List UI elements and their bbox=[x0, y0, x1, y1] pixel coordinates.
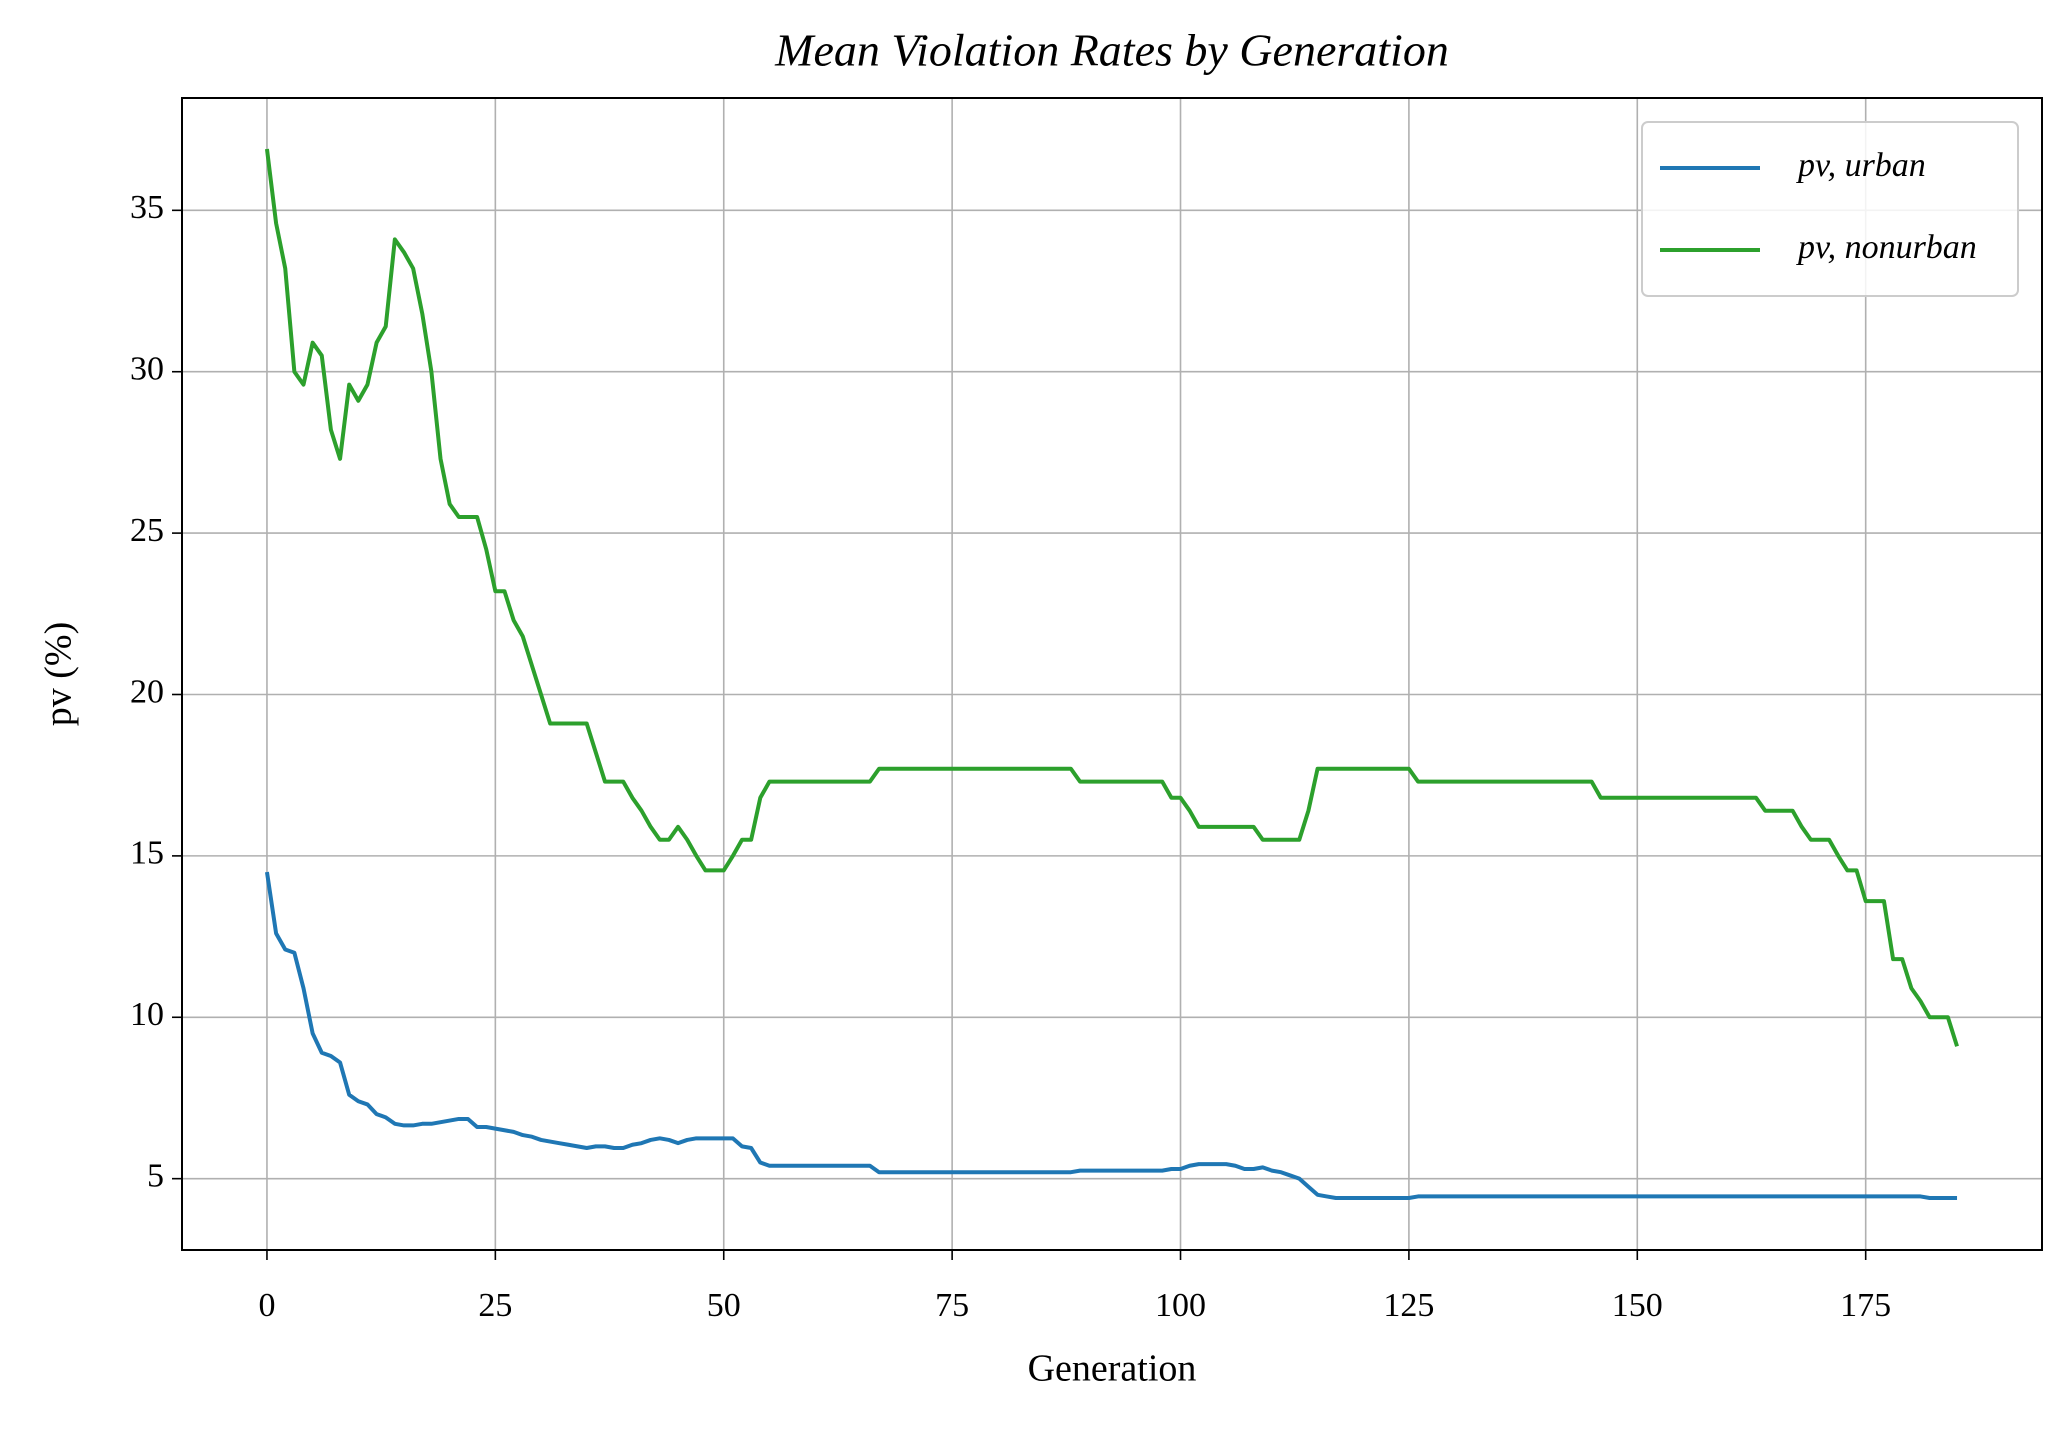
x-tick-label: 25 bbox=[478, 1287, 512, 1324]
y-tick-label: 30 bbox=[130, 351, 164, 388]
x-tick-label: 175 bbox=[1840, 1287, 1891, 1324]
x-tick-label: 150 bbox=[1612, 1287, 1663, 1324]
y-tick-label: 10 bbox=[130, 996, 164, 1033]
series-line bbox=[264, 871, 1958, 1201]
legend-box bbox=[1641, 121, 2019, 297]
y-tick-label: 15 bbox=[130, 835, 164, 872]
x-tick-label: 50 bbox=[707, 1287, 741, 1324]
y-tick-label: 5 bbox=[147, 1157, 164, 1194]
x-tick-label: 125 bbox=[1383, 1287, 1434, 1324]
x-tick-label: 0 bbox=[258, 1287, 275, 1324]
legend-label: pv, urban bbox=[1796, 147, 1926, 184]
y-tick-label: 20 bbox=[130, 673, 164, 710]
y-axis-label: pv (%) bbox=[38, 622, 80, 726]
chart-title: Mean Violation Rates by Generation bbox=[774, 25, 1449, 76]
x-axis-label: Generation bbox=[1028, 1348, 1197, 1390]
x-tick-label: 100 bbox=[1155, 1287, 1206, 1324]
plot-frame bbox=[181, 97, 2043, 1251]
legend-label: pv, nonurban bbox=[1796, 229, 1977, 266]
y-tick-label: 25 bbox=[130, 512, 164, 549]
x-tick-label: 75 bbox=[935, 1287, 969, 1324]
series-line bbox=[264, 148, 1959, 1047]
y-tick-label: 35 bbox=[130, 189, 164, 226]
